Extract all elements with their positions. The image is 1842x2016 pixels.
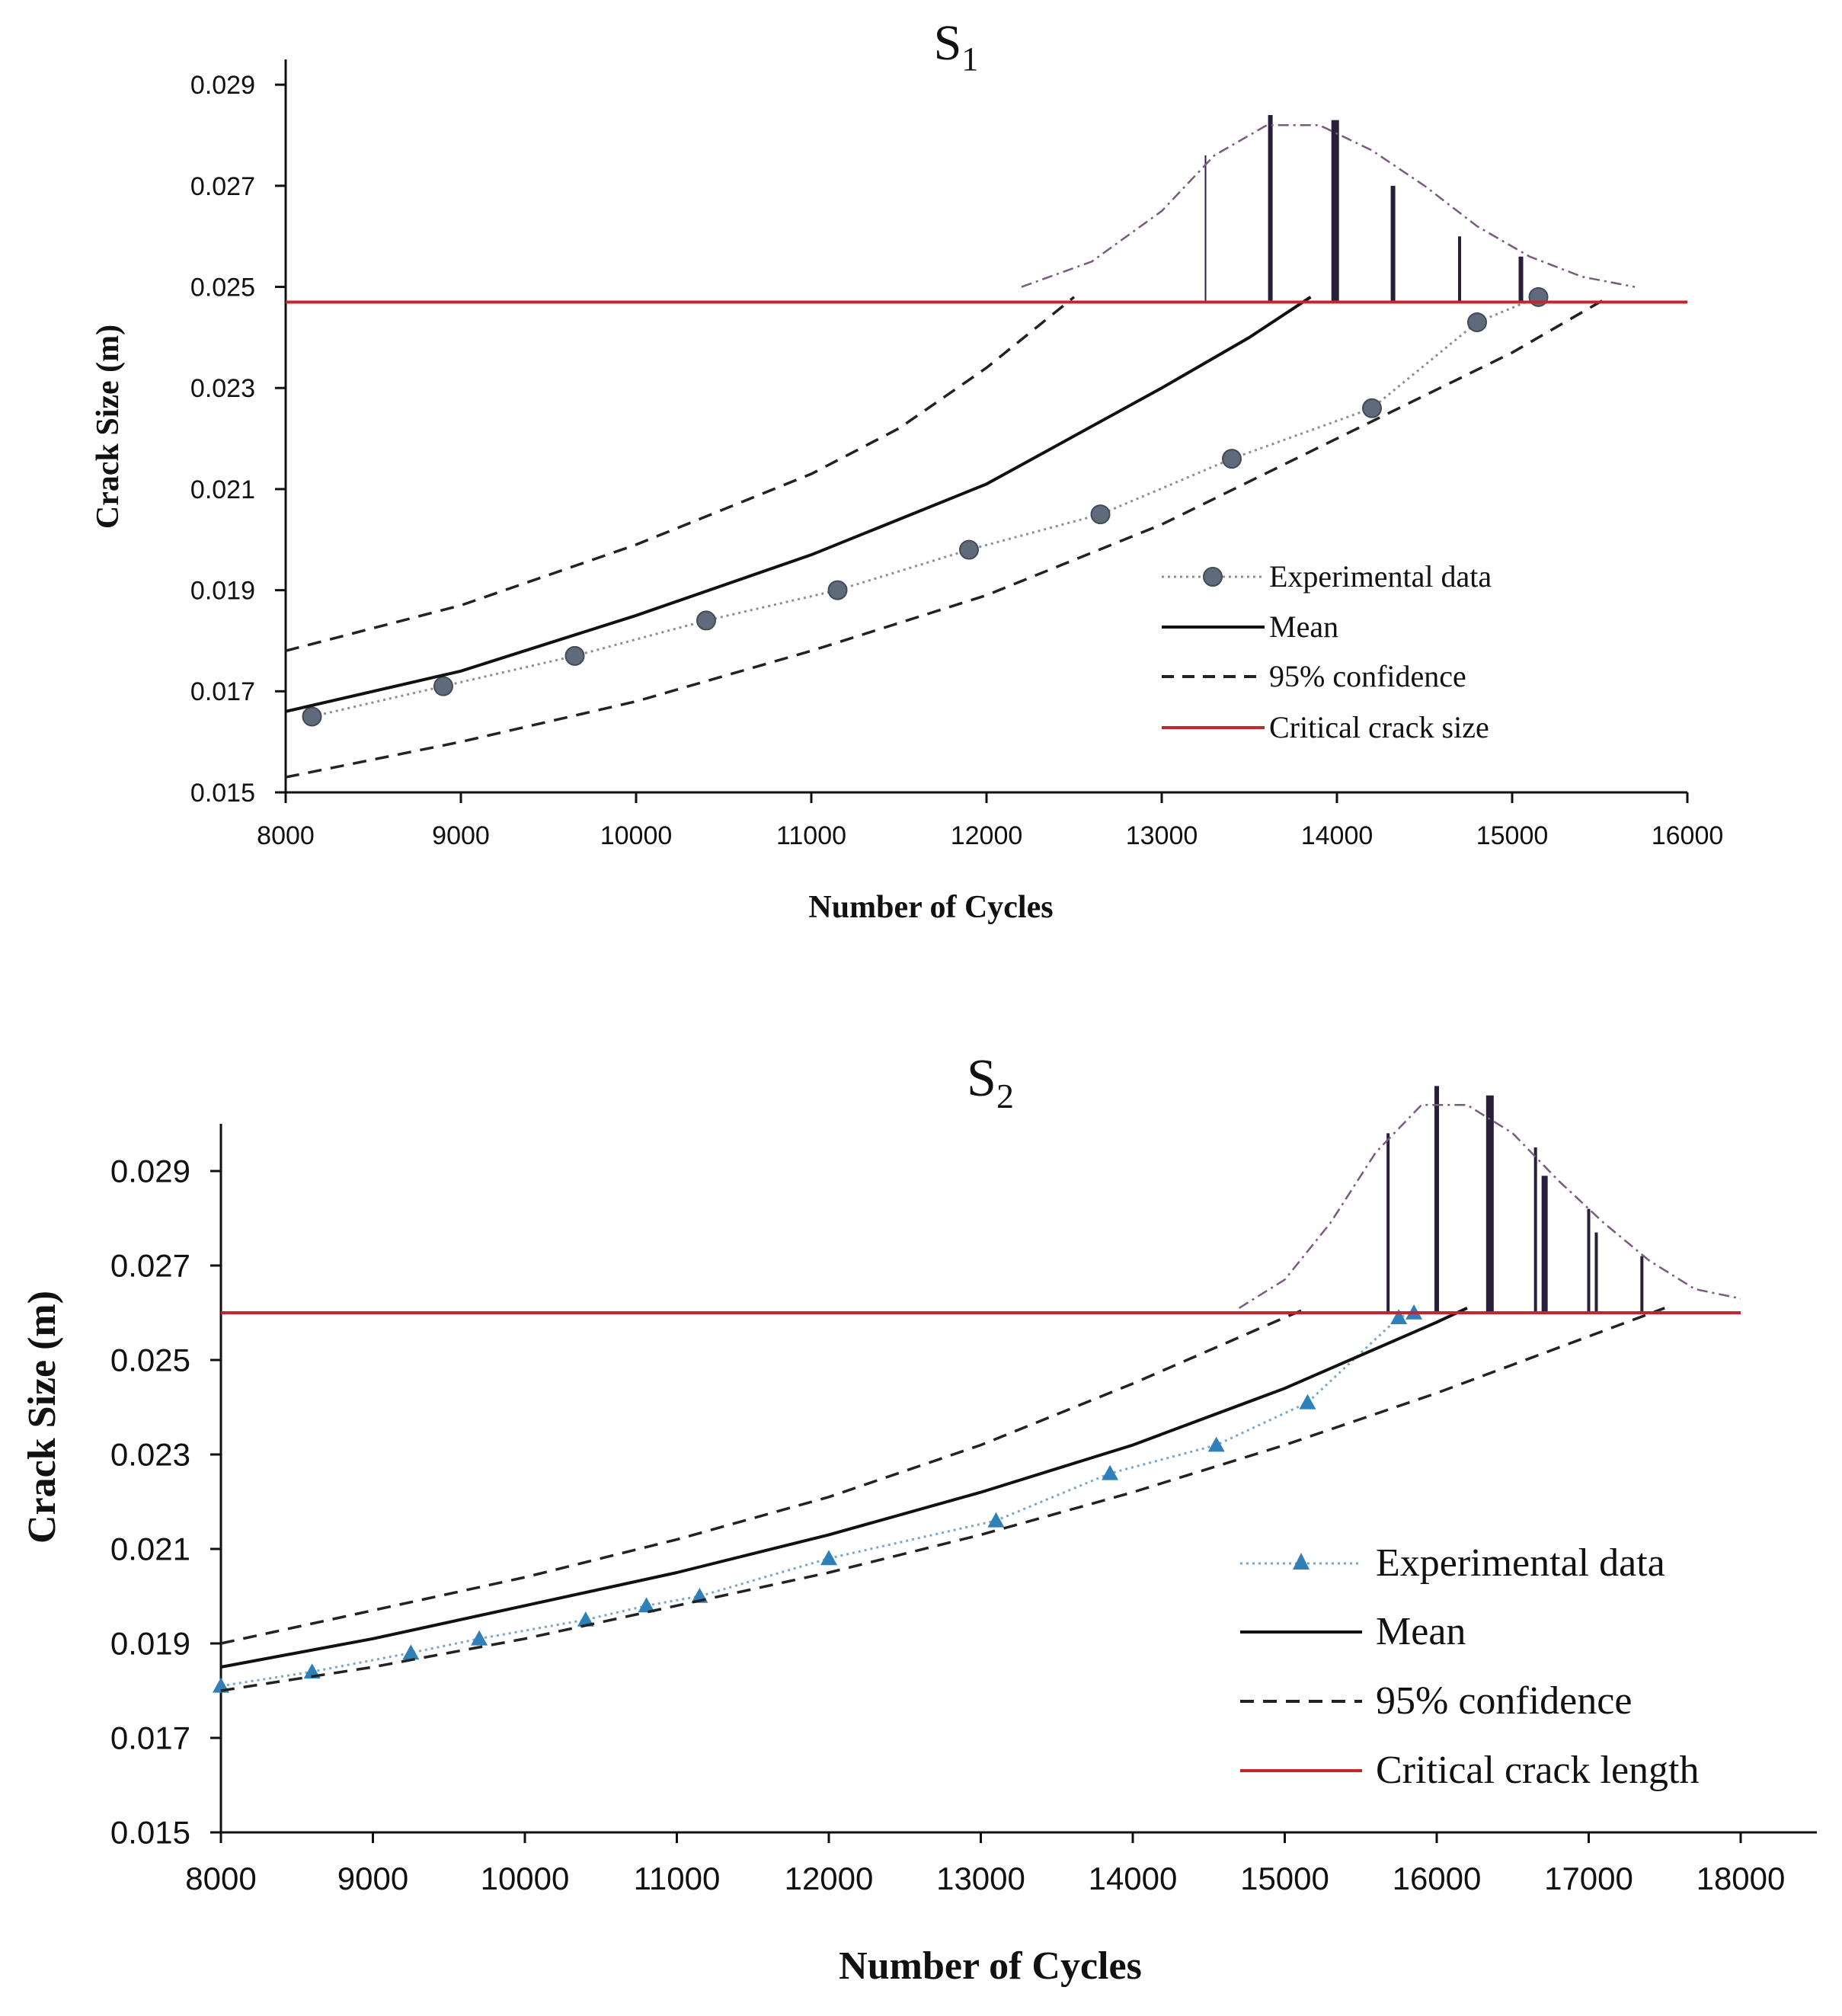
experimental-point [1362, 398, 1382, 418]
confidence-line [285, 296, 1610, 779]
x-tick-label: 14000 [1089, 1861, 1178, 1896]
experimental-point [564, 645, 585, 666]
x-tick-label: 8000 [257, 821, 315, 850]
experimental-point [433, 676, 453, 696]
experimental-point [1102, 1464, 1119, 1480]
legend-label-mean: Mean [1376, 1610, 1466, 1653]
y-tick-label: 0.019 [110, 1626, 190, 1662]
y-tick-label: 0.019 [190, 577, 255, 606]
x-tick-label: 14000 [1301, 821, 1374, 850]
y-axis-label: Crack Size (m) [21, 1291, 64, 1544]
x-tick-label: 15000 [1476, 821, 1549, 850]
confidence-line [220, 1307, 1309, 1645]
y-axis-label: Crack Size (m) [91, 325, 126, 529]
experimental-point [1222, 449, 1242, 469]
y-tick-label: 0.029 [190, 71, 255, 100]
x-tick-label: 16000 [1652, 821, 1724, 850]
experimental-point [302, 706, 322, 727]
legend: Experimental data Mean 95% confidence Cr… [1240, 1541, 1699, 1792]
y-tick-label: 0.023 [190, 374, 255, 403]
y-tick-label: 0.027 [110, 1248, 190, 1284]
experimental-point [987, 1512, 1005, 1528]
y-tick-label: 0.021 [110, 1531, 190, 1567]
legend-experimental-marker [1293, 1553, 1310, 1570]
legend-label-confidence: 95% confidence [1269, 659, 1466, 693]
legend-label-confidence: 95% confidence [1376, 1679, 1632, 1723]
experimental-point [959, 539, 979, 560]
x-tick-label: 11000 [776, 821, 846, 850]
experimental-point [1207, 1436, 1225, 1452]
x-tick-label: 9000 [337, 1861, 408, 1896]
x-axis-label: Number of Cycles [808, 890, 1053, 925]
y-tick-label: 0.027 [190, 172, 255, 201]
experimental-point [827, 580, 848, 600]
x-tick-label: 10000 [481, 1861, 570, 1896]
experimental-point [577, 1611, 594, 1627]
chart-s1-svg: S1 0.0150.0170.0190.0210.0230.0250.0270.… [91, 15, 1723, 925]
chart-s1: S1 0.015 0.017 0.019 0.021 0.023 0.025 0.027 0.… [0, 0, 1842, 990]
chart-title: S2 [967, 1049, 1014, 1115]
x-tick-label: 13000 [936, 1861, 1025, 1896]
y-tick-label: 0.015 [110, 1815, 190, 1851]
experimental-point [1467, 312, 1487, 332]
confidence-line [220, 1307, 1665, 1692]
y-tick-label: 0.029 [110, 1154, 190, 1189]
x-tick-label: 11000 [634, 1861, 721, 1896]
chart-s2: S2 0.015 0.017 0.019 0.021 0.023 0.025 0.027 0.… [0, 1006, 1842, 2016]
y-tick-label: 0.023 [110, 1437, 190, 1473]
chart-title: S1 [934, 15, 979, 78]
y-tick-label: 0.017 [110, 1720, 190, 1756]
x-tick-label: 15000 [1240, 1861, 1329, 1896]
legend-label-critical: Critical crack size [1269, 710, 1489, 744]
experimental-point [471, 1630, 488, 1646]
y-tick-label: 0.021 [190, 475, 255, 504]
experimental-point [638, 1597, 655, 1613]
experimental-point [1390, 1309, 1408, 1324]
confidence-line [285, 296, 1076, 652]
x-tick-label: 9000 [432, 821, 490, 850]
x-axis-label: Number of Cycles [839, 1944, 1142, 1988]
chart-s2-svg: S2 0.0150.0170.0190.0210.0230.0250.0270.… [21, 1049, 1817, 1988]
mean-line [285, 296, 1312, 713]
mean-line [220, 1306, 1468, 1669]
experimental-point [820, 1550, 837, 1566]
legend-label-experimental: Experimental data [1269, 559, 1492, 594]
x-tick-label: 17000 [1544, 1861, 1633, 1896]
y-tick-label: 0.017 [190, 677, 255, 706]
x-tick-label: 12000 [785, 1861, 874, 1896]
x-tick-label: 16000 [1393, 1861, 1482, 1896]
y-tick-label: 0.025 [190, 273, 255, 302]
experimental-line [220, 1311, 1415, 1688]
plot-area: 0.015 0.017 0.019 0.021 0.023 0.025 0.027 0.029… [110, 1086, 1817, 1896]
x-tick-label: 13000 [1126, 821, 1198, 850]
y-tick-label: 0.025 [110, 1342, 190, 1378]
legend-label-critical: Critical crack length [1376, 1749, 1699, 1792]
x-tick-label: 10000 [600, 821, 673, 850]
experimental-point [1090, 504, 1111, 525]
legend: Experimental data Mean 95% confidence Cr… [1162, 559, 1492, 744]
experimental-point [696, 610, 716, 631]
y-tick-label: 0.015 [190, 779, 255, 808]
plot-area: 0.015 0.017 0.019 0.021 0.023 0.025 0.027 0.029… [190, 59, 1723, 850]
experimental-line [312, 296, 1540, 718]
experimental-point [1299, 1394, 1316, 1410]
legend-label-experimental: Experimental data [1376, 1541, 1665, 1585]
legend-label-mean: Mean [1269, 610, 1338, 644]
legend-experimental-marker [1203, 567, 1223, 587]
x-tick-label: 8000 [185, 1861, 256, 1896]
pdf-curve [1021, 123, 1636, 288]
x-tick-label: 12000 [951, 821, 1023, 850]
x-tick-label: 18000 [1696, 1861, 1786, 1896]
experimental-point [402, 1644, 420, 1660]
pdf-curve [1238, 1103, 1741, 1309]
